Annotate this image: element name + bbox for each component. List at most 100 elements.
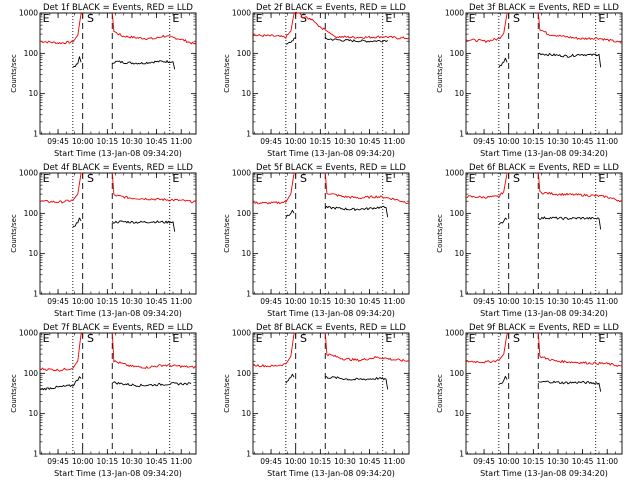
chart-title: Det 2f BLACK = Events, RED = LLD [256,3,406,13]
chart-title: Det 8f BLACK = Events, RED = LLD [256,323,406,333]
lightcurve-chart: Det 6f BLACK = Events, RED = LLD Start Ti… [436,163,623,318]
x-tick-label: 10:45 [146,137,168,146]
y-tick-label: 100 [237,209,252,218]
y-tick-label: 1 [246,290,251,299]
lld-series-line [111,332,197,369]
x-tick-label: 10:45 [146,297,168,306]
y-tick-label: 1 [246,450,251,459]
lld-series-line [252,332,296,368]
x-tick-label: 10:15 [97,137,119,146]
x-tick-label: 09:45 [47,297,69,306]
events-series-line [538,380,602,392]
x-tick-label: 09:45 [260,457,282,466]
y-axis-label: Counts/sec [223,374,231,413]
y-tick-label: 100 [450,49,465,58]
plot-frame [252,172,410,295]
x-tick-label: 11:00 [383,297,405,306]
y-axis-label: Counts/sec [436,54,444,93]
events-series-line [285,209,295,219]
detector-panel: Det 9f BLACK = Events, RED = LLD Start Ti… [426,320,639,480]
lld-series-line [537,12,622,44]
lld-series-line [537,172,623,203]
lld-series-line [111,12,197,45]
lld-series-line [324,172,410,205]
x-tick-label: 10:15 [310,137,332,146]
x-axis-label: Start Time (13-Jan-08 09:34:20) [267,469,395,478]
interval-marker: E [172,172,179,185]
x-tick-label: 09:45 [47,137,69,146]
y-tick-label: 100 [450,369,465,378]
x-tick-label: 10:30 [121,297,143,306]
x-axis-label: Start Time (13-Jan-08 09:34:20) [480,149,608,158]
y-axis-label: Counts/sec [436,214,444,253]
lightcurve-chart: Det 2f BLACK = Events, RED = LLD Start Ti… [223,3,410,158]
detector-panel: Det 6f BLACK = Events, RED = LLD Start Ti… [426,160,639,320]
events-series-line [537,216,602,230]
chart-title: Det 4f BLACK = Events, RED = LLD [43,163,193,173]
lld-series-line [252,11,410,40]
y-tick-label: 10 [454,409,464,418]
x-axis-label: Start Time (13-Jan-08 09:34:20) [54,469,182,478]
y-tick-label: 1 [33,130,38,139]
y-tick-label: 10 [241,249,251,258]
lld-series-line [39,172,83,204]
detector-panel: Det 2f BLACK = Events, RED = LLD Start Ti… [213,0,426,160]
interval-marker: E [43,332,50,345]
lld-series-line [39,332,83,372]
x-tick-label: 10:00 [72,297,94,306]
y-tick-label: 1 [246,130,251,139]
x-tick-label: 09:45 [473,457,495,466]
x-tick-label: 10:00 [498,137,520,146]
chart-title: Det 6f BLACK = Events, RED = LLD [469,163,619,173]
y-tick-label: 1 [459,450,464,459]
events-series-line [498,375,508,385]
lld-series-line [252,172,296,205]
interval-marker: S [300,332,307,345]
plot-frame [252,332,410,455]
lld-series-line [466,172,509,199]
chart-title: Det 7f BLACK = Events, RED = LLD [43,323,193,333]
x-tick-label: 11:00 [383,457,405,466]
chart-title: Det 1f BLACK = Events, RED = LLD [43,3,193,13]
plot-frame [465,172,623,295]
x-tick-label: 09:45 [473,297,495,306]
chart-title: Det 9f BLACK = Events, RED = LLD [469,323,619,333]
x-tick-label: 09:45 [260,137,282,146]
interval-marker: S [513,12,520,25]
y-axis-label: Counts/sec [10,54,18,93]
y-tick-label: 1000 [445,169,464,178]
y-tick-label: 10 [28,249,38,258]
x-axis-label: Start Time (13-Jan-08 09:34:20) [267,309,395,318]
interval-marker: E [598,12,605,25]
x-tick-label: 10:30 [121,137,143,146]
y-tick-label: 1 [459,130,464,139]
interval-marker: E [469,12,476,25]
x-tick-label: 10:15 [97,457,119,466]
lightcurve-chart: Det 3f BLACK = Events, RED = LLD Start Ti… [436,3,623,158]
events-series-line [538,52,602,68]
x-axis-label: Start Time (13-Jan-08 09:34:20) [54,309,182,318]
detector-panel: Det 8f BLACK = Events, RED = LLD Start Ti… [213,320,426,480]
x-tick-label: 11:00 [596,297,618,306]
lld-series-line [465,12,509,43]
x-tick-label: 10:30 [334,137,356,146]
x-tick-label: 09:45 [473,137,495,146]
x-tick-label: 11:00 [170,137,192,146]
x-tick-label: 11:00 [596,457,618,466]
x-tick-label: 10:30 [334,297,356,306]
y-axis-label: Counts/sec [223,214,231,253]
lightcurve-chart: Det 4f BLACK = Events, RED = LLD Start Ti… [10,163,197,318]
y-tick-label: 1000 [445,9,464,18]
y-axis-label: Counts/sec [223,54,231,93]
y-tick-label: 1000 [232,169,251,178]
x-axis-label: Start Time (13-Jan-08 09:34:20) [267,149,395,158]
interval-marker: E [43,12,50,25]
interval-marker: E [43,172,50,185]
y-tick-label: 1000 [232,329,251,338]
x-tick-label: 10:45 [572,457,594,466]
x-tick-label: 10:15 [523,457,545,466]
y-tick-label: 100 [237,369,252,378]
lld-series-line [111,172,197,204]
events-series-line [39,376,82,391]
